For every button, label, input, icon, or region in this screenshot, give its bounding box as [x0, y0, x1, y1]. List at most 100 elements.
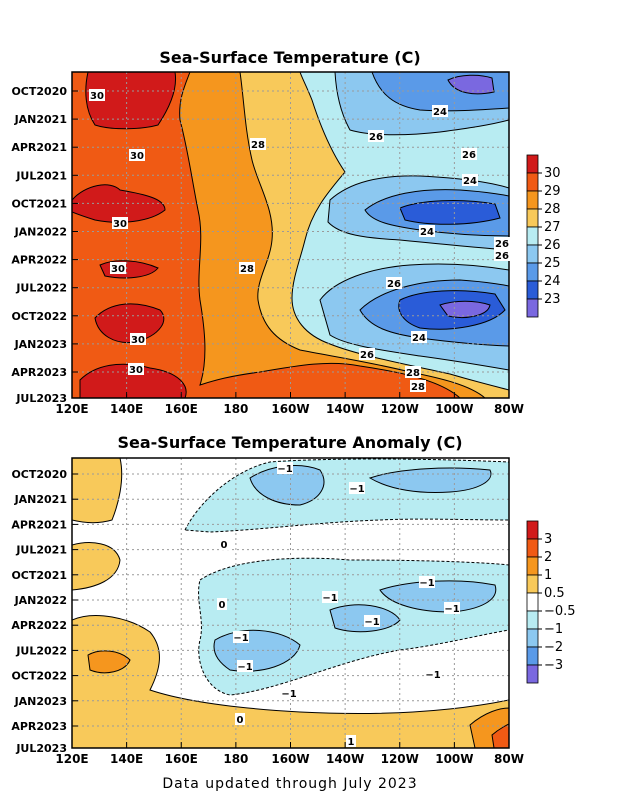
colorbar-swatch — [526, 298, 539, 318]
x-tick-label: 100W — [435, 752, 473, 766]
contour-label: −1 — [237, 662, 252, 673]
contour-label-bg — [349, 482, 365, 494]
y-tick-label: APR2023 — [11, 366, 67, 379]
y-tick-label: OCT2021 — [11, 569, 67, 582]
contour-label-bg — [386, 277, 402, 289]
x-tick-label: 160E — [165, 402, 198, 416]
contour-label-bg — [461, 148, 477, 160]
contour-label: 1 — [348, 737, 355, 748]
x-tick-label: 180 — [223, 752, 248, 766]
colorbar-swatch — [526, 574, 539, 594]
colorbar-swatch — [526, 592, 539, 612]
y-tick-label: JAN2021 — [14, 493, 67, 506]
chart1-y-axis: OCT2020 JAN2021 APR2021 JUL2021 OCT2021 JAN20… — [11, 85, 78, 405]
chart1-band-29 — [79, 363, 187, 398]
y-tick-label: JUL2022 — [15, 644, 67, 657]
contour-label-bg — [444, 602, 460, 614]
x-tick-label: 80W — [494, 752, 524, 766]
colorbar-swatch — [526, 610, 539, 630]
contour-label: 28 — [406, 368, 420, 379]
contour-label: 0 — [237, 715, 244, 726]
contour-label: 30 — [113, 219, 127, 230]
contour-label-bg — [89, 89, 105, 101]
contour-label: 30 — [111, 264, 125, 275]
contour-label: 30 — [129, 365, 143, 376]
contour-label-bg — [494, 249, 510, 261]
colorbar-label: 26 — [544, 238, 561, 253]
colorbar-label: 3 — [544, 532, 552, 547]
contour-label: 26 — [462, 150, 476, 161]
contour-label: −1 — [281, 689, 296, 700]
contour-label: −1 — [364, 617, 379, 628]
colorbar-swatch — [526, 226, 539, 246]
y-tick-label: JAN2022 — [14, 594, 67, 607]
contour-label-bg — [235, 713, 245, 725]
y-tick-label: APR2022 — [11, 254, 67, 267]
colorbar-swatch — [526, 520, 539, 540]
colorbar-swatch — [526, 172, 539, 192]
contour-label: −1 — [233, 633, 248, 644]
contour-label-bg — [233, 631, 249, 643]
chart1-band-below-23 — [447, 74, 495, 95]
y-tick-label: OCT2022 — [11, 310, 67, 323]
y-tick-label: OCT2020 — [11, 468, 67, 481]
chart2-title: Sea-Surface Temperature Anomaly (C) — [117, 433, 462, 452]
contour-label: −1 — [349, 484, 364, 495]
x-tick-label: 140W — [326, 752, 364, 766]
colorbar-swatch — [526, 154, 539, 174]
colorbar-label: 0.5 — [544, 586, 565, 601]
contour-label-bg — [410, 380, 426, 392]
x-tick-label: 180 — [223, 402, 248, 416]
colorbar-swatch — [526, 262, 539, 282]
chart2-band-pos-0.5 — [72, 542, 121, 591]
contour-label: −1 — [419, 578, 434, 589]
contour-label: 30 — [130, 151, 144, 162]
contour-label: 28 — [411, 382, 425, 393]
chart2-plot-area — [72, 458, 509, 748]
colorbar-label: 25 — [544, 256, 561, 271]
x-tick-label: 120W — [381, 402, 419, 416]
y-tick-label: APR2023 — [11, 720, 67, 733]
contour-label: 26 — [369, 132, 383, 143]
contour-label-bg — [219, 538, 229, 550]
chart1-band-29 — [94, 303, 165, 344]
chart2-band-pos-0.5 — [72, 458, 123, 524]
contour-label-bg — [250, 138, 266, 150]
colorbar-label: 24 — [544, 274, 561, 289]
chart2-band-pos-1 — [87, 650, 131, 674]
colorbar-label: 29 — [544, 184, 561, 199]
y-tick-label: JAN2022 — [14, 226, 67, 239]
contour-label-bg — [425, 668, 441, 680]
contour-label: 26 — [495, 239, 509, 250]
y-tick-label: APR2021 — [11, 518, 67, 531]
y-tick-label: JUL2023 — [15, 742, 67, 755]
contour-label-bg — [281, 687, 297, 699]
contour-label-bg — [419, 576, 435, 588]
contour-label-bg — [110, 262, 126, 274]
y-tick-label: APR2021 — [11, 141, 67, 154]
contour-label: 26 — [360, 350, 374, 361]
contour-label-bg — [419, 225, 435, 237]
contour-label-bg — [112, 217, 128, 229]
x-tick-label: 160E — [165, 752, 198, 766]
contour-label: 28 — [251, 140, 265, 151]
chart2-band-pos-2 — [491, 723, 509, 748]
contour-label: −1 — [425, 670, 440, 681]
contour-label: −1 — [444, 604, 459, 615]
contour-label: 28 — [240, 264, 254, 275]
x-tick-label: 120E — [55, 752, 88, 766]
contour-label-bg — [346, 735, 356, 747]
y-tick-label: JAN2023 — [14, 338, 67, 351]
contour-label-bg — [277, 462, 293, 474]
contour-label-bg — [364, 615, 380, 627]
x-tick-label: 160W — [271, 402, 309, 416]
y-tick-label: JUL2022 — [15, 282, 67, 295]
contour-label: 30 — [131, 335, 145, 346]
y-tick-label: OCT2021 — [11, 197, 67, 210]
chart1-colorbar: 30 29 28 27 26 25 24 23 — [526, 154, 561, 318]
colorbar-label: −0.5 — [544, 604, 576, 619]
y-tick-label: JUL2023 — [15, 392, 67, 405]
contour-label: 0 — [219, 600, 226, 611]
chart1-band-29 — [85, 72, 177, 130]
